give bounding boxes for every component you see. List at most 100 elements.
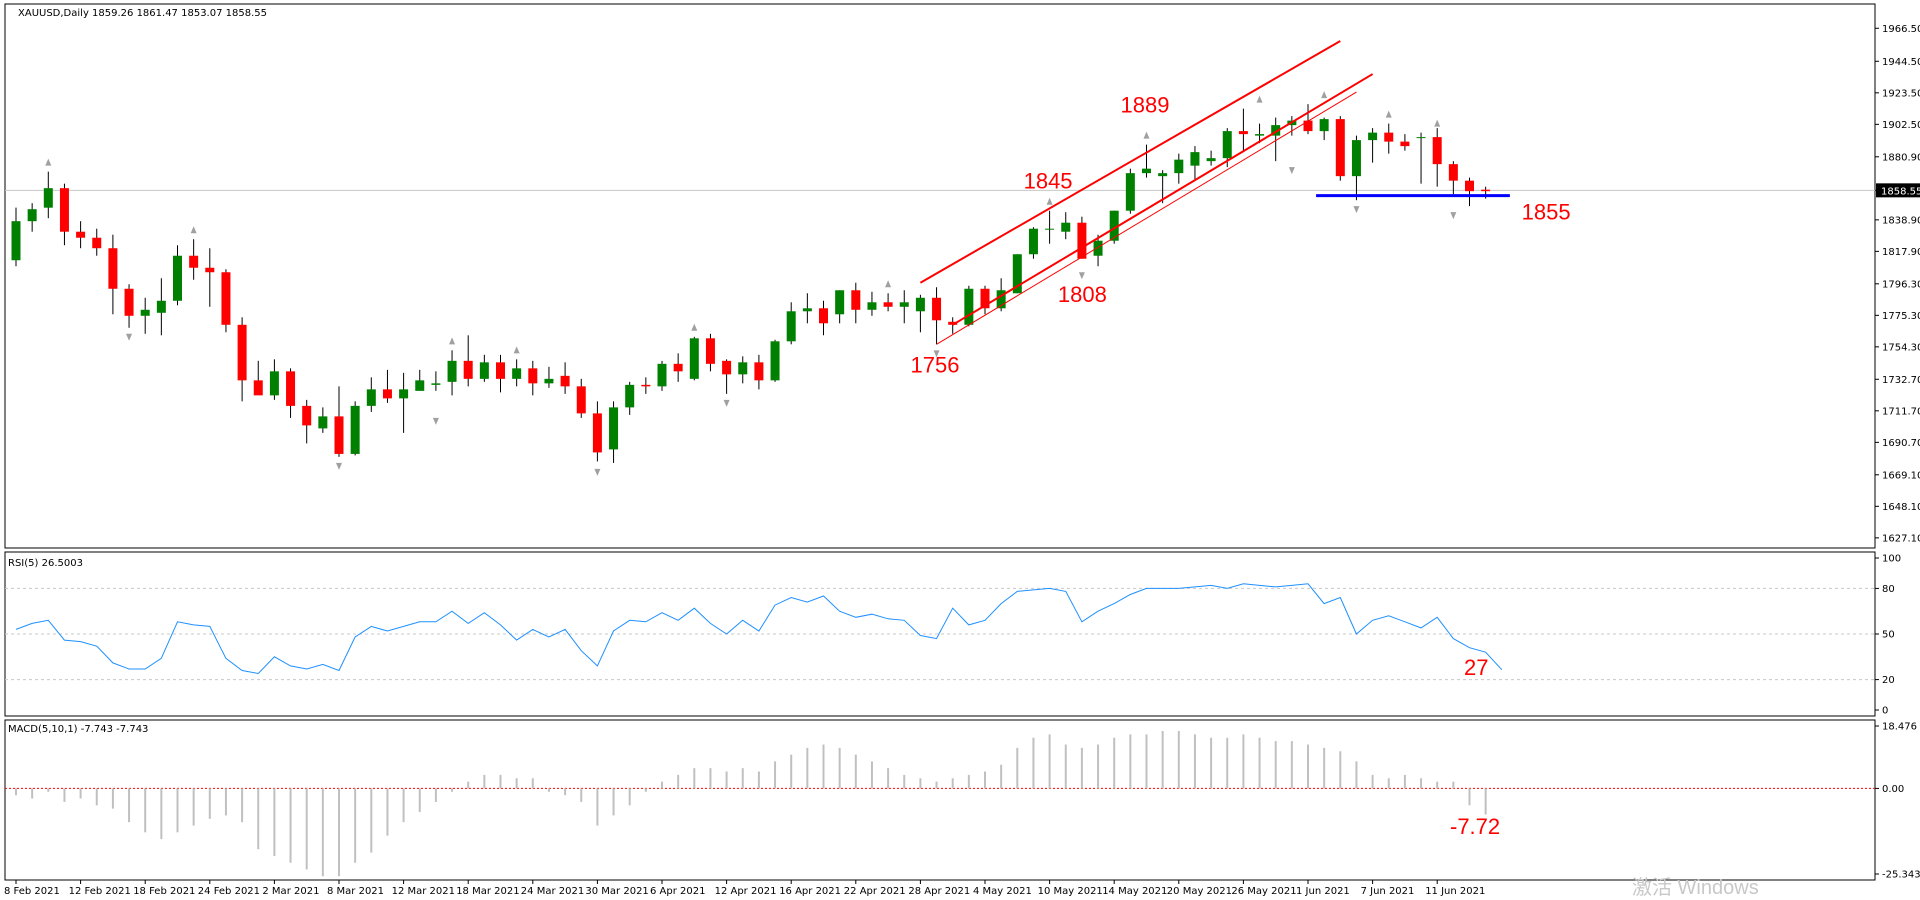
fractal-up-marker [1256, 95, 1263, 103]
price-tick-label: 1627.10 [1882, 533, 1920, 544]
candle-body [1125, 173, 1135, 211]
candle-body [496, 362, 505, 379]
candle-body [819, 308, 828, 324]
candle-body [689, 338, 699, 379]
price-annotation: 1855 [1522, 200, 1571, 225]
candle-body [1109, 210, 1119, 241]
macd-annotation: -7.72 [1450, 814, 1500, 839]
price-tick-label: 1648.10 [1882, 502, 1920, 513]
macd-tick-label: -25.343 [1882, 870, 1920, 881]
price-annotation: 1889 [1121, 93, 1170, 118]
price-tick-label: 1902.50 [1882, 120, 1920, 131]
candle-body [867, 302, 877, 310]
candle-body [1093, 240, 1103, 256]
date-tick-label: 28 Apr 2021 [908, 886, 970, 897]
candle-body [883, 302, 893, 307]
fractal-down-marker [723, 399, 730, 407]
fractal-down-marker [126, 333, 133, 341]
candle-body [1400, 141, 1410, 147]
fractal-up-marker [1321, 91, 1328, 99]
candle-body [932, 297, 942, 321]
candle-body [609, 407, 619, 450]
candle-body [43, 188, 53, 208]
candle-body [1012, 254, 1022, 294]
candle-body [705, 338, 715, 364]
candle-body [1206, 158, 1216, 162]
date-tick-label: 6 Apr 2021 [650, 886, 705, 897]
candle-body [334, 416, 344, 454]
candle-body [253, 380, 263, 396]
date-tick-label: 12 Mar 2021 [392, 886, 455, 897]
candle-body [382, 389, 392, 399]
candle-body [189, 255, 199, 268]
candle-body [641, 384, 651, 387]
candle-body [1319, 119, 1329, 132]
date-tick-label: 30 Mar 2021 [585, 886, 648, 897]
fractal-down-marker [432, 417, 439, 425]
candle-body [59, 188, 69, 232]
candle-body [27, 209, 37, 222]
price-annotation: 1845 [1024, 169, 1073, 194]
candle-body [156, 300, 166, 313]
candle-body [399, 389, 409, 399]
fractal-down-marker [933, 350, 940, 358]
price-tick-label: 1923.50 [1882, 88, 1920, 99]
fractal-up-marker [885, 280, 892, 288]
candle-body [221, 272, 231, 325]
fractal-down-marker [594, 468, 601, 476]
price-tick-label: 1944.50 [1882, 57, 1920, 68]
price-annotation: 1756 [911, 352, 960, 377]
fractal-up-marker [513, 346, 520, 354]
candle-body [512, 368, 522, 379]
price-tick-label: 1966.50 [1882, 24, 1920, 35]
candle-body [528, 368, 538, 384]
candle-body [1045, 228, 1055, 230]
candle-body [302, 405, 312, 426]
rsi-tick-label: 20 [1882, 675, 1895, 686]
date-tick-label: 18 Mar 2021 [456, 886, 519, 897]
price-tick-label: 1775.30 [1882, 311, 1920, 322]
fractal-down-marker [336, 462, 342, 470]
candle-body [431, 383, 441, 385]
fractal-down-marker [1353, 206, 1360, 214]
candle-body [1158, 173, 1168, 177]
date-tick-label: 20 May 2021 [1167, 886, 1232, 897]
axes-labels: 1966.50 1944.50 1923.50 1902.50 1880.90 1858.… [4, 24, 1920, 897]
date-tick-label: 16 Apr 2021 [779, 886, 841, 897]
price-tick-label: 1711.70 [1882, 406, 1920, 417]
candle-body [1077, 222, 1087, 259]
date-tick-label: 12 Feb 2021 [69, 886, 131, 897]
fractal-up-marker [449, 337, 456, 345]
fractal-up-marker [1046, 197, 1053, 205]
current-price-box [1876, 183, 1920, 198]
candle-body [835, 290, 845, 315]
fractal-up-marker [1434, 119, 1441, 127]
channel-line [919, 40, 1341, 284]
candle-body [1174, 159, 1184, 174]
candle-body [560, 375, 570, 387]
candle-body [673, 363, 683, 372]
fractal-down-marker [1078, 272, 1085, 280]
candle-body [1271, 125, 1281, 136]
candle-body [1465, 180, 1474, 192]
candle-body [76, 231, 86, 238]
candle-body [1368, 132, 1378, 141]
fractal-down-marker [1450, 212, 1457, 220]
candle-body [1481, 189, 1491, 192]
candle-body [851, 290, 861, 310]
candle-body [1384, 132, 1394, 142]
candle-body [108, 248, 118, 289]
rsi-line [15, 583, 1503, 675]
chart-header: XAUUSD,Daily 1859.26 1861.47 1853.07 185… [18, 8, 267, 19]
candle-body [479, 362, 489, 379]
candle-body [770, 341, 780, 381]
candle-body [754, 362, 764, 381]
channel-line [936, 91, 1357, 345]
candle-body [269, 371, 279, 396]
candle-body [11, 221, 21, 261]
panel-frame-1 [4, 551, 1876, 717]
candle-body [140, 309, 150, 316]
date-tick-label: 14 May 2021 [1102, 886, 1167, 897]
candle-body [592, 413, 602, 453]
price-tick-label: 1690.70 [1882, 438, 1920, 449]
